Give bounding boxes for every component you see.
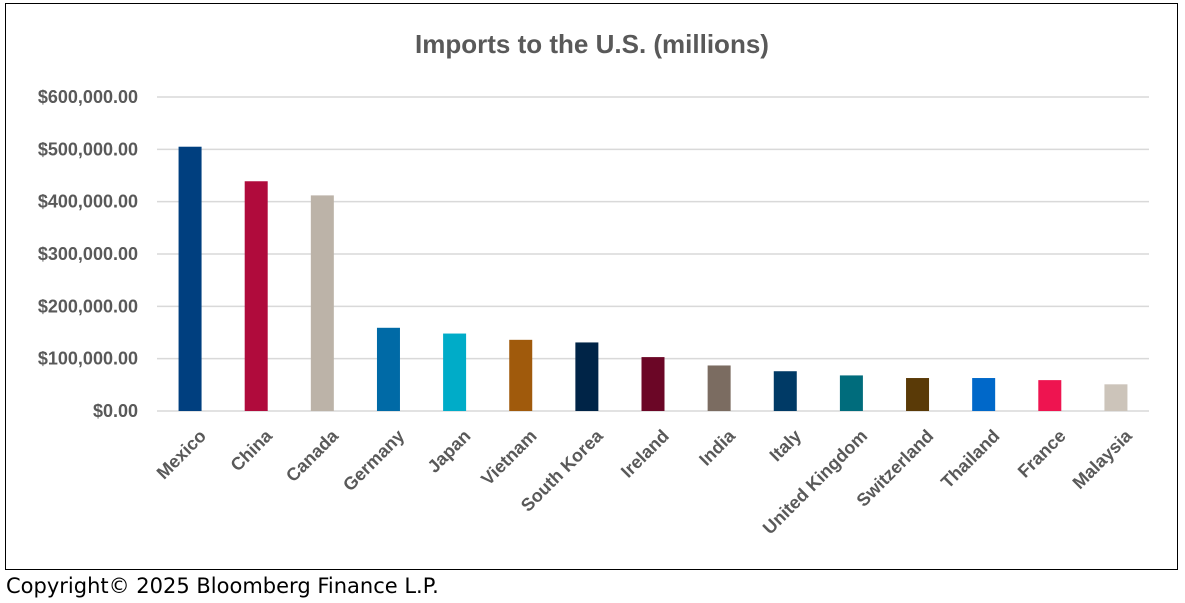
y-tick-label: $100,000.00	[38, 349, 138, 369]
x-tick-label: Canada	[282, 425, 343, 486]
bar-japan	[443, 333, 467, 411]
y-tick-label: $400,000.00	[38, 192, 138, 212]
bar-canada	[310, 195, 334, 411]
bar-united-kingdom	[839, 375, 863, 411]
y-axis-tick-labels: $0.00 $100,000.00 $200,000.00 $300,000.00 $4…	[38, 87, 138, 421]
bar-mexico	[178, 146, 202, 411]
bar-india	[707, 365, 731, 411]
bars	[178, 146, 1128, 411]
bar-switzerland	[906, 378, 930, 411]
x-tick-label: Thailand	[937, 426, 1003, 492]
bar-germany	[376, 327, 400, 411]
copyright-notice: Copyright© 2025 Bloomberg Finance L.P.	[6, 574, 439, 598]
chart-title: Imports to the U.S. (millions)	[415, 29, 769, 59]
x-tick-label: Vietnam	[477, 426, 540, 489]
bar-china	[244, 181, 268, 411]
x-tick-label: France	[1014, 426, 1070, 482]
y-tick-label: $300,000.00	[38, 244, 138, 264]
bar-france	[1038, 380, 1062, 411]
bar-ireland	[641, 357, 665, 411]
x-tick-label: India	[695, 425, 740, 470]
y-tick-label: $500,000.00	[38, 139, 138, 159]
x-tick-label: Germany	[339, 426, 408, 495]
bar-south-korea	[575, 342, 599, 411]
x-tick-label: China	[227, 425, 277, 475]
bar-malaysia	[1104, 384, 1128, 411]
bar-vietnam	[509, 339, 533, 411]
x-tick-label: Malaysia	[1069, 425, 1137, 493]
bar-chart: Imports to the U.S. (millions) $0.00 $100…	[38, 29, 1149, 538]
x-tick-label: Japan	[424, 426, 475, 477]
bar-thailand	[972, 378, 996, 411]
chart-frame: Imports to the U.S. (millions) $0.00 $100…	[5, 3, 1178, 570]
x-tick-label: Ireland	[617, 426, 673, 482]
y-tick-label: $0.00	[93, 401, 138, 421]
y-tick-label: $600,000.00	[38, 87, 138, 107]
x-tick-label: Italy	[766, 426, 806, 466]
y-tick-label: $200,000.00	[38, 296, 138, 316]
bar-italy	[773, 371, 797, 411]
x-tick-label: Mexico	[153, 426, 210, 483]
